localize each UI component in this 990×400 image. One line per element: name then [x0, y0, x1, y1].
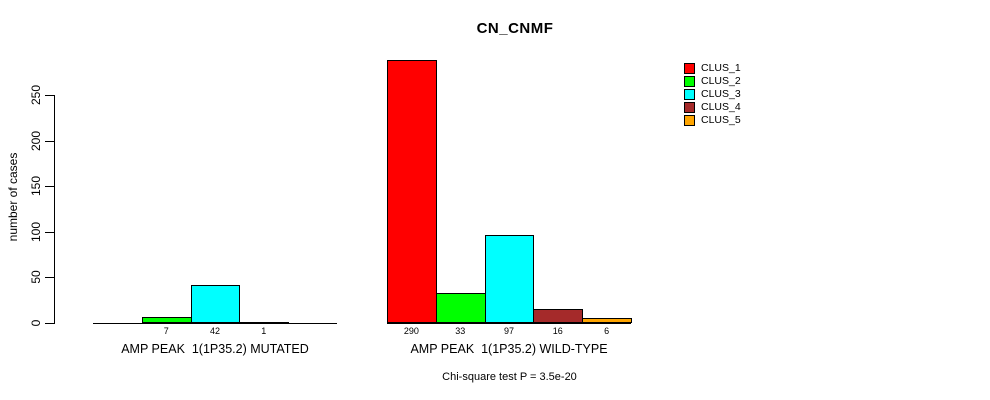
bar-count-label: 6: [604, 326, 610, 336]
y-tick-label: 150: [29, 175, 43, 197]
bar-count-label: 1: [261, 326, 267, 336]
y-tick: [45, 322, 54, 324]
bar-count-label: 33: [455, 326, 466, 336]
legend-swatch: [684, 89, 695, 100]
y-tick: [45, 95, 54, 96]
y-tick-label: 100: [29, 221, 43, 242]
y-tick: [45, 140, 54, 142]
bar-count-label: 42: [209, 326, 220, 336]
bar: [484, 235, 535, 324]
bar: [533, 308, 584, 324]
legend-swatch: [684, 102, 695, 113]
legend-label: CLUS_5: [701, 114, 741, 126]
bar: [239, 321, 290, 324]
legend-label: CLUS_1: [701, 62, 741, 74]
legend-label: CLUS_4: [701, 101, 741, 113]
bar-count-label: 7: [163, 326, 169, 336]
group-label: AMP PEAK 1(1P35.2) WILD-TYPE: [410, 342, 608, 356]
legend-swatch: [684, 63, 695, 74]
bar: [582, 318, 632, 324]
legend-label: CLUS_2: [701, 75, 741, 87]
legend-swatch: [684, 76, 695, 87]
bar-count-label: 16: [552, 326, 563, 336]
bar: [435, 293, 486, 324]
bar: [387, 59, 437, 324]
y-tick-label: 0: [29, 319, 43, 326]
y-tick: [45, 186, 54, 187]
bar-count-label: 290: [403, 326, 419, 336]
y-tick-label: 50: [29, 270, 43, 284]
y-axis-title: number of cases: [6, 152, 20, 242]
legend-swatch: [684, 115, 695, 126]
y-tick-label: 200: [29, 130, 43, 151]
chart-title: CN_CNMF: [476, 20, 554, 37]
legend-label: CLUS_3: [701, 88, 741, 100]
y-tick: [45, 277, 54, 278]
y-tick-label: 250: [29, 84, 43, 106]
chi-square-note: Chi-square test P = 3.5e-20: [442, 371, 577, 383]
y-axis-line: [54, 95, 55, 324]
group-label: AMP PEAK 1(1P35.2) MUTATED: [121, 342, 309, 356]
y-tick: [45, 231, 54, 233]
bar: [190, 285, 241, 324]
bar-count-label: 97: [503, 326, 514, 336]
bar: [141, 317, 192, 324]
